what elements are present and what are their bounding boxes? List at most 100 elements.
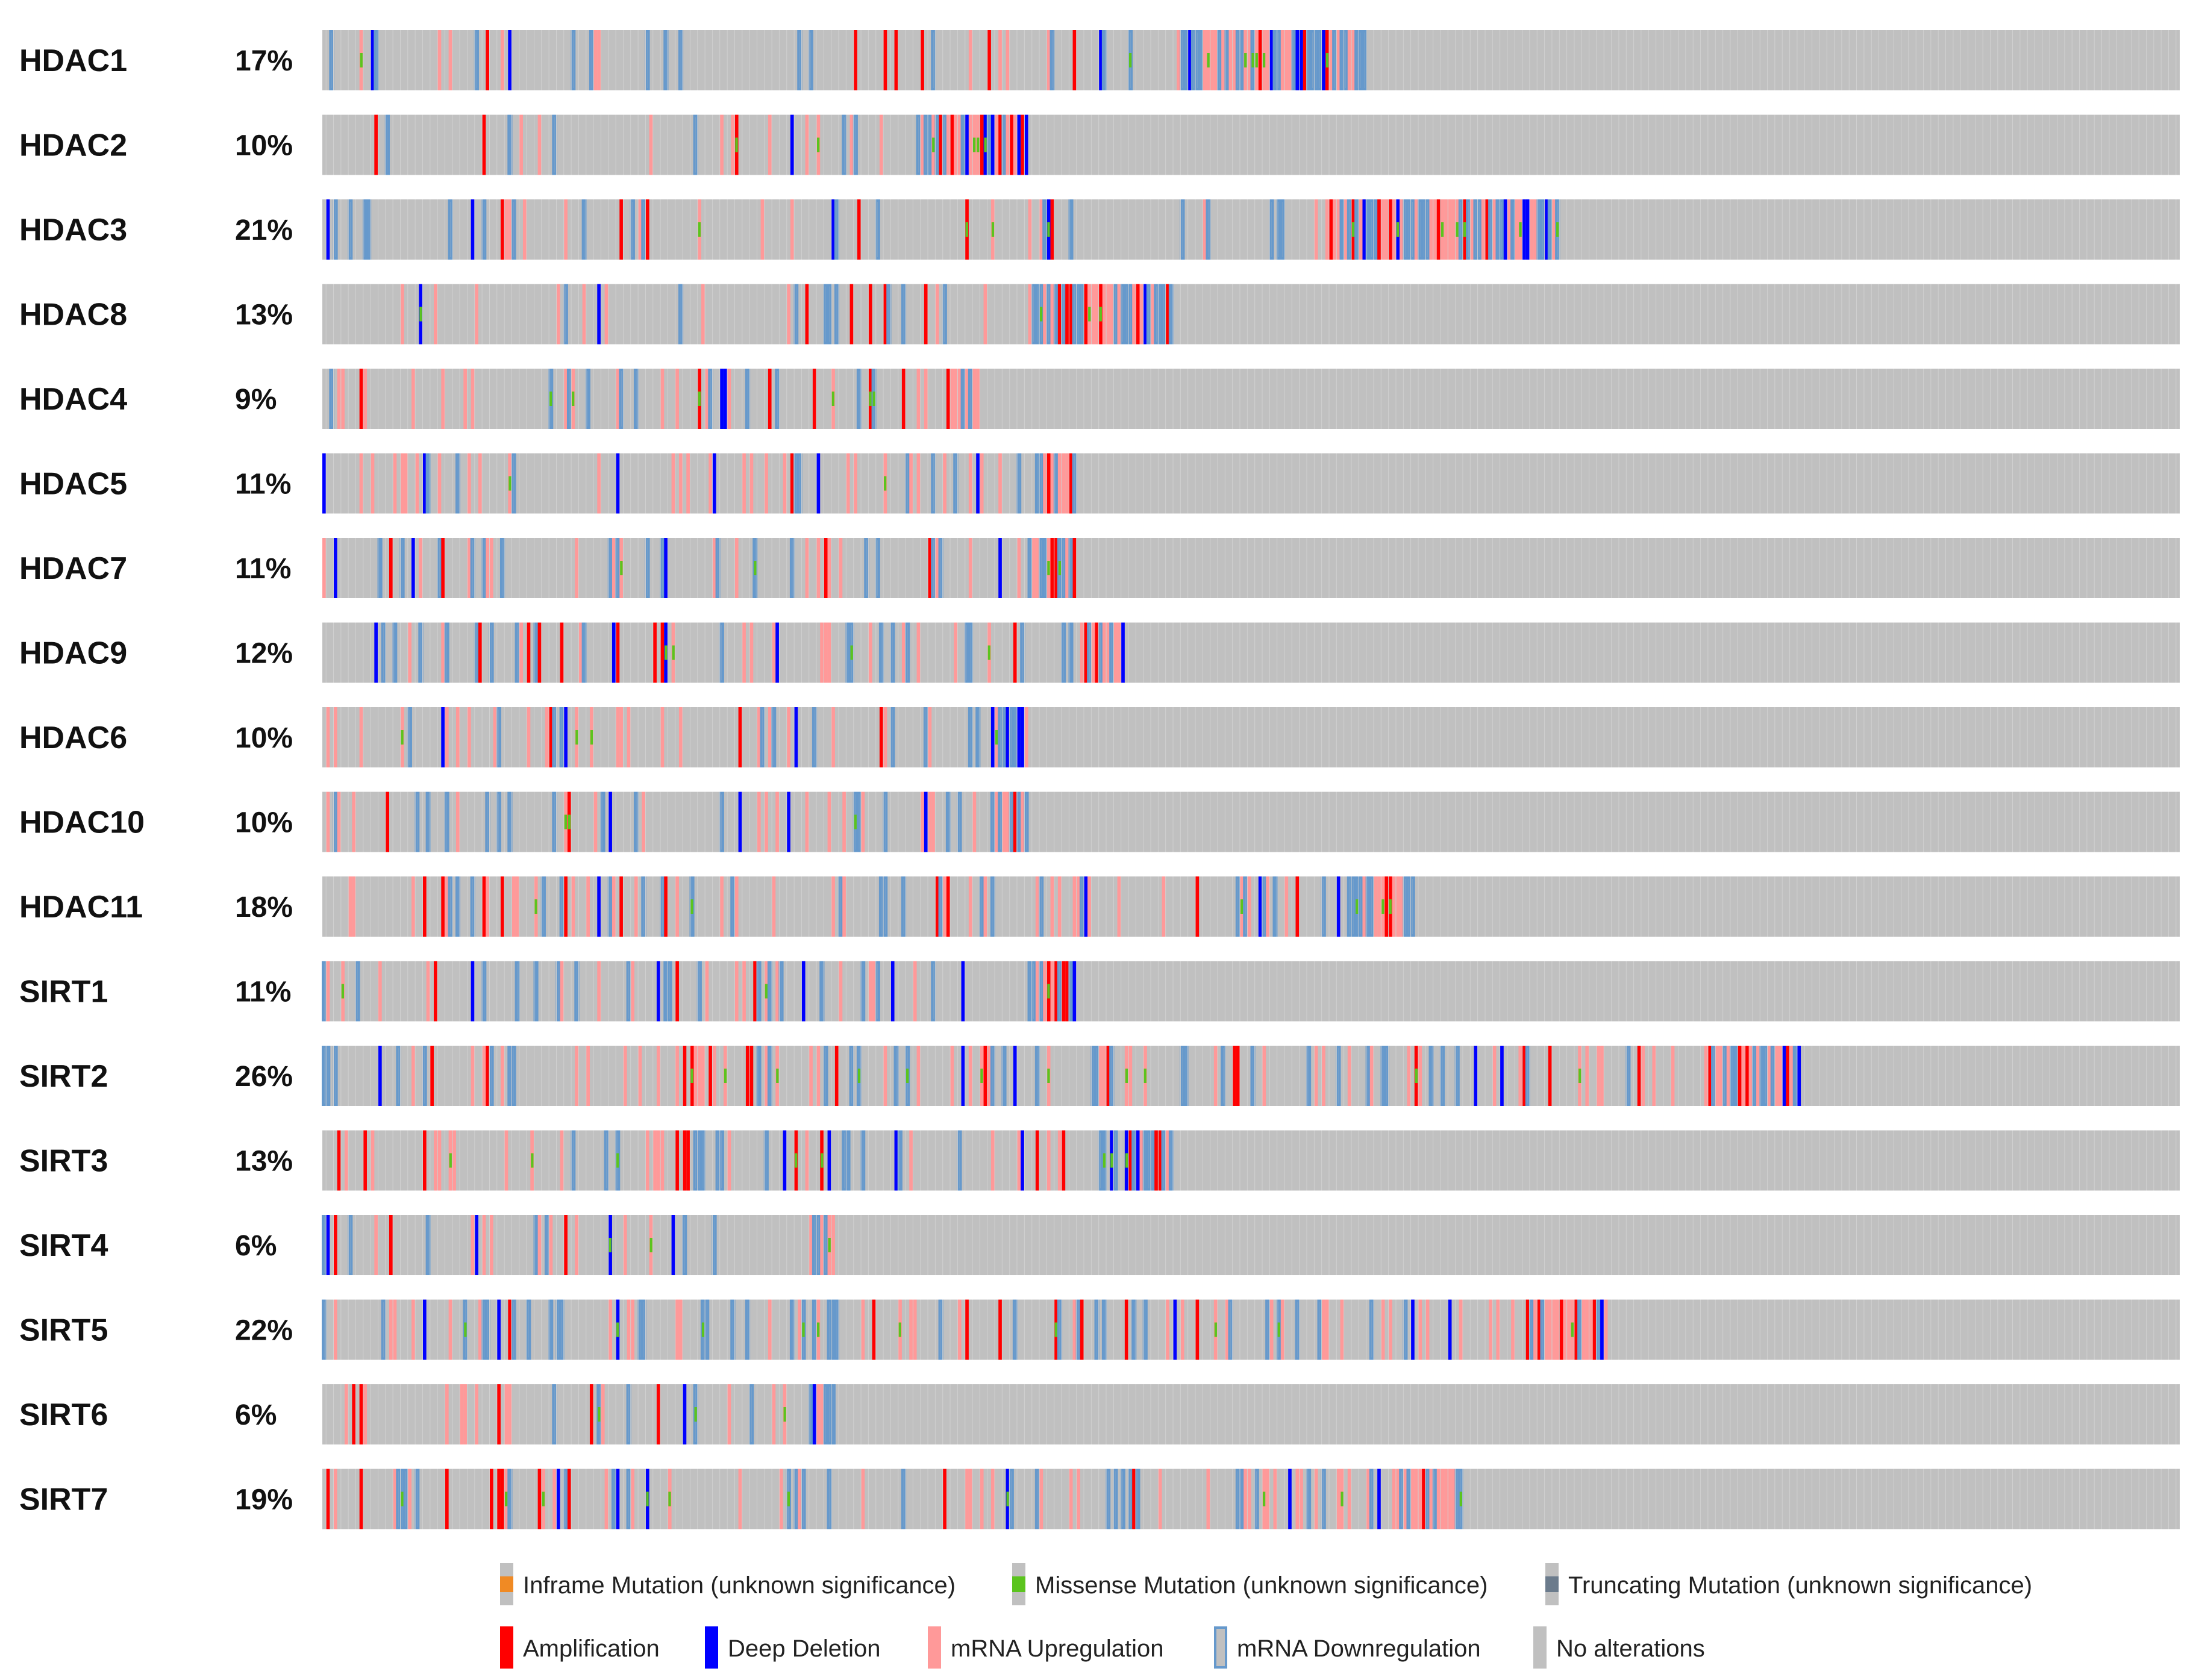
amplification-cell (1745, 1046, 1749, 1106)
mrna-down-cell (990, 1046, 996, 1106)
mrna-down-cell (1792, 1046, 1798, 1106)
mrna-up-cell (809, 1046, 813, 1106)
mrna-up-cell (820, 1215, 824, 1275)
mrna-up-cell (1756, 1046, 1760, 1106)
mrna-up-cell (616, 707, 620, 767)
mrna-down-cell (756, 961, 762, 1022)
mrna-down-cell (1039, 453, 1044, 514)
mrna-down-cell (1224, 30, 1230, 90)
amplification-cell (1637, 1046, 1641, 1106)
mrna-down-cell (1421, 199, 1427, 260)
mrna-down-cell (645, 30, 650, 90)
mrna-up-cell (1344, 199, 1348, 260)
mrna-down-cell (1365, 199, 1371, 260)
mrna-up-cell (419, 538, 423, 598)
mrna-down-cell (444, 622, 449, 683)
mrna-up-cell (571, 876, 575, 937)
mrna-up-cell (968, 114, 973, 175)
mrna-up-cell (831, 1215, 835, 1275)
amplification-cell (1436, 199, 1441, 260)
amplification-cell (645, 199, 649, 260)
mrna-up-cell (980, 453, 984, 514)
mrna-up-cell (816, 538, 821, 598)
mrna-down-cell (934, 114, 940, 175)
mrna-up-cell (950, 369, 954, 429)
mrna-up-cell (407, 622, 411, 683)
mrna-down-cell (511, 199, 516, 260)
mrna-up-cell (831, 707, 835, 767)
mrna-up-cell (935, 538, 939, 598)
mrna-up-cell (675, 876, 679, 937)
mrna-up-cell (527, 707, 531, 767)
mrna-up-cell (1556, 1299, 1560, 1360)
mrna-down-cell (1317, 1299, 1322, 1360)
deep-deletion-cell (1098, 30, 1103, 90)
mrna-up-cell (1518, 1046, 1522, 1106)
mrna-down-cell (1157, 284, 1163, 345)
mrna-down-cell (730, 1299, 736, 1360)
mrna-up-cell (820, 622, 824, 683)
mrna-up-cell (1091, 284, 1095, 345)
mrna-down-cell (905, 453, 910, 514)
deep-deletion-cell (783, 1130, 787, 1191)
mrna-down-cell (767, 961, 773, 1022)
missense-mutation-mark (831, 392, 834, 406)
mrna-down-cell (1384, 1046, 1389, 1106)
mrna-down-cell (1221, 1046, 1226, 1106)
mrna-down-cell (1113, 284, 1118, 345)
missense-mutation-mark (869, 392, 872, 406)
deep-deletion-cell (374, 622, 378, 683)
deep-deletion-cell (786, 792, 790, 852)
mrna-up-cell (924, 369, 928, 429)
mrna-up-cell (1035, 961, 1040, 1022)
mrna-up-cell (489, 538, 493, 598)
amplification-cell (1013, 792, 1018, 852)
amplification-cell (1236, 1046, 1240, 1106)
missense-mutation-mark (1571, 1322, 1574, 1337)
mrna-up-cell (1113, 622, 1118, 683)
track-background (322, 284, 2180, 345)
mrna-down-cell (381, 622, 386, 683)
missense-mutation-mark (419, 307, 422, 322)
mrna-down-cell (1027, 961, 1033, 1022)
mrna-down-cell (559, 707, 565, 767)
mrna-up-cell (1162, 876, 1166, 937)
mrna-up-cell (957, 114, 962, 175)
mrna-up-cell (1515, 199, 1519, 260)
mrna-up-cell (805, 1130, 809, 1191)
mrna-up-cell (853, 453, 857, 514)
mrna-down-cell (704, 1299, 710, 1360)
deep-deletion-cell (1503, 199, 1507, 260)
mrna-down-cell (990, 876, 996, 937)
amplification-cell (363, 1130, 367, 1191)
mrna-down-cell (964, 622, 969, 683)
mrna-down-cell (968, 707, 974, 767)
mrna-up-cell (467, 453, 471, 514)
mrna-up-cell (597, 453, 601, 514)
mrna-up-cell (968, 876, 973, 937)
missense-mutation-mark (1244, 53, 1247, 67)
mrna-down-cell (444, 792, 449, 852)
mrna-up-cell (1778, 1046, 1783, 1106)
mrna-up-cell (504, 199, 508, 260)
mrna-down-cell (511, 1299, 516, 1360)
missense-mutation-mark (1214, 1322, 1218, 1337)
mrna-up-cell (645, 1130, 649, 1191)
mrna-down-cell (1729, 1046, 1735, 1106)
amplification-cell (1136, 284, 1140, 345)
missense-mutation-mark (854, 814, 857, 829)
mrna-up-cell (928, 707, 932, 767)
mrna-up-cell (1715, 1046, 1719, 1106)
amplification-cell (1559, 1299, 1563, 1360)
alteration-percent: 21% (235, 214, 293, 246)
mrna-up-cell (359, 707, 363, 767)
gene-label: HDAC1 (19, 43, 127, 78)
mrna-down-cell (660, 876, 665, 937)
mrna-up-cell (448, 1299, 452, 1360)
deep-deletion-cell (612, 622, 616, 683)
mrna-up-cell (445, 876, 449, 937)
mrna-up-cell (1203, 199, 1207, 260)
mrna-up-cell (1128, 1046, 1133, 1106)
mrna-up-cell (642, 792, 646, 852)
mrna-down-cell (1094, 1299, 1100, 1360)
